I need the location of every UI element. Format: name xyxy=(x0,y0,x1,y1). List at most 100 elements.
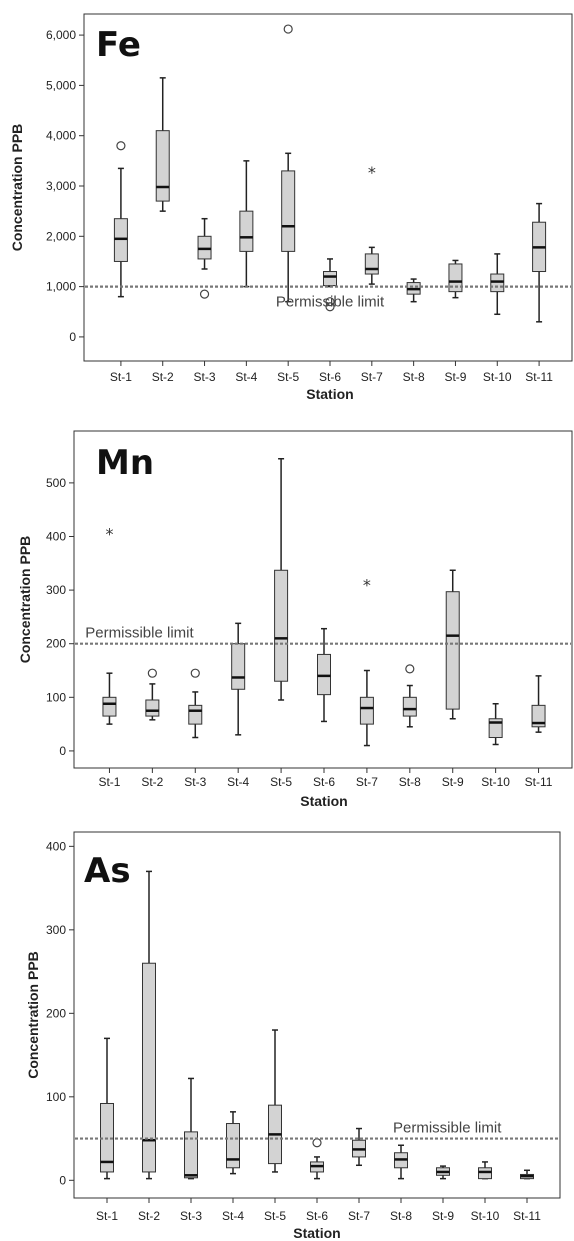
box-iqr xyxy=(188,704,203,725)
box-iqr xyxy=(490,273,505,293)
extreme-point: * xyxy=(363,576,371,595)
box-iqr xyxy=(359,696,374,725)
y-tick-label: 100 xyxy=(46,690,66,704)
x-tick-label: St-6 xyxy=(306,1209,328,1223)
box-st-5 xyxy=(274,458,289,701)
x-tick-label: St-10 xyxy=(483,370,512,384)
y-tick-label: 5,000 xyxy=(46,78,76,92)
y-tick-label: 3,000 xyxy=(46,179,76,193)
outlier-point xyxy=(190,668,200,678)
box-st-2 xyxy=(142,870,156,1180)
box-st-8 xyxy=(406,278,421,303)
x-tick-label: St-7 xyxy=(348,1209,370,1223)
y-tick-label: 200 xyxy=(46,637,66,651)
box-st-5 xyxy=(281,24,296,303)
box-st-1 xyxy=(100,1037,114,1180)
x-axis-title: Station xyxy=(300,793,347,809)
x-tick-label: St-8 xyxy=(403,370,425,384)
box-st-4 xyxy=(231,622,246,736)
box-iqr xyxy=(531,704,546,728)
x-tick-label: St-9 xyxy=(444,370,466,384)
box-st-9 xyxy=(445,569,460,720)
permissible-limit-label: Permissible limit xyxy=(276,294,385,311)
box-st-10 xyxy=(478,1161,492,1180)
y-axis-title: Concentration PPB xyxy=(25,951,41,1079)
box-iqr xyxy=(155,130,170,202)
box-iqr xyxy=(364,253,379,275)
box-st-10 xyxy=(488,702,503,746)
outlier-point xyxy=(325,302,335,312)
box-iqr xyxy=(402,696,417,717)
x-tick-label: St-8 xyxy=(390,1209,412,1223)
box-st-11 xyxy=(531,675,546,733)
x-tick-label: St-10 xyxy=(471,1209,500,1223)
y-tick-label: 400 xyxy=(46,839,66,853)
box-st-8 xyxy=(394,1144,408,1180)
box-iqr xyxy=(239,210,254,252)
x-tick-label: St-1 xyxy=(110,370,132,384)
x-tick-label: St-5 xyxy=(264,1209,286,1223)
box-st-3 xyxy=(184,1077,198,1180)
x-axis-title: Station xyxy=(306,386,353,402)
box-iqr xyxy=(231,643,246,690)
y-tick-label: 0 xyxy=(59,744,66,758)
x-tick-label: St-7 xyxy=(356,775,378,789)
box-iqr xyxy=(274,569,289,682)
box-st-9 xyxy=(436,1165,450,1180)
permissible-limit-label: Permissible limit xyxy=(393,1120,502,1137)
y-tick-label: 500 xyxy=(46,476,66,490)
box-st-11 xyxy=(520,1169,534,1180)
outlier-point xyxy=(312,1138,322,1148)
y-tick-label: 300 xyxy=(46,923,66,937)
chart-panel-mn: Mn 0 100 200 300 400 500 Concentration PPB St-1 S… xyxy=(17,430,573,809)
outlier-point xyxy=(283,24,293,34)
x-tick-label: St-3 xyxy=(184,775,206,789)
y-tick-label: 2,000 xyxy=(46,229,76,243)
box-iqr xyxy=(145,699,160,717)
box-iqr xyxy=(317,653,331,696)
y-tick-label: 0 xyxy=(69,330,76,344)
chart-panel-as: As 0 100 200 300 400 Concentration PPB St-1 St-2… xyxy=(25,831,561,1241)
outlier-point xyxy=(199,289,210,299)
y-tick-label: 6,000 xyxy=(46,28,76,42)
x-tick-label: St-2 xyxy=(152,370,174,384)
y-tick-label: 300 xyxy=(46,583,66,597)
chart-title: Fe xyxy=(96,25,141,65)
y-tick-label: 400 xyxy=(46,529,66,543)
x-tick-label: St-7 xyxy=(361,370,383,384)
box-iqr xyxy=(448,263,463,293)
y-tick-label: 0 xyxy=(59,1173,66,1187)
box-st-11 xyxy=(532,202,547,323)
box-st-4 xyxy=(226,1111,240,1175)
chart-title: Mn xyxy=(96,443,154,483)
box-iqr xyxy=(142,962,156,1173)
x-tick-label: St-8 xyxy=(399,775,421,789)
box-st-7 xyxy=(352,1127,366,1167)
box-iqr xyxy=(478,1167,492,1180)
chart-panel-fe: Fe 0 1,000 2,000 3,000 4,000 5,000 6,000 Concent… xyxy=(9,13,573,402)
y-tick-label: 1,000 xyxy=(46,280,76,294)
y-axis-title: Concentration PPB xyxy=(17,536,33,664)
x-tick-label: St-1 xyxy=(98,775,120,789)
box-st-6 xyxy=(323,258,337,312)
extreme-point: * xyxy=(368,163,376,182)
box-iqr xyxy=(323,271,337,287)
box-iqr xyxy=(226,1123,240,1169)
y-tick-label: 4,000 xyxy=(46,129,76,143)
outlier-point xyxy=(405,664,415,674)
x-tick-label: St-5 xyxy=(277,370,299,384)
box-iqr xyxy=(445,591,460,710)
x-tick-label: St-6 xyxy=(313,775,335,789)
box-st-1 xyxy=(113,141,128,298)
box-st-5 xyxy=(268,1029,282,1173)
x-tick-label: St-10 xyxy=(481,775,510,789)
box-st-2 xyxy=(145,668,160,721)
box-st-3 xyxy=(197,217,212,299)
x-axis-title: Station xyxy=(293,1225,340,1241)
box-st-3 xyxy=(188,668,203,739)
x-tick-label: St-4 xyxy=(227,775,249,789)
outlier-point xyxy=(325,297,335,307)
y-axis-title: Concentration PPB xyxy=(9,124,25,252)
y-tick-label: 100 xyxy=(46,1090,66,1104)
x-tick-label: St-3 xyxy=(180,1209,202,1223)
